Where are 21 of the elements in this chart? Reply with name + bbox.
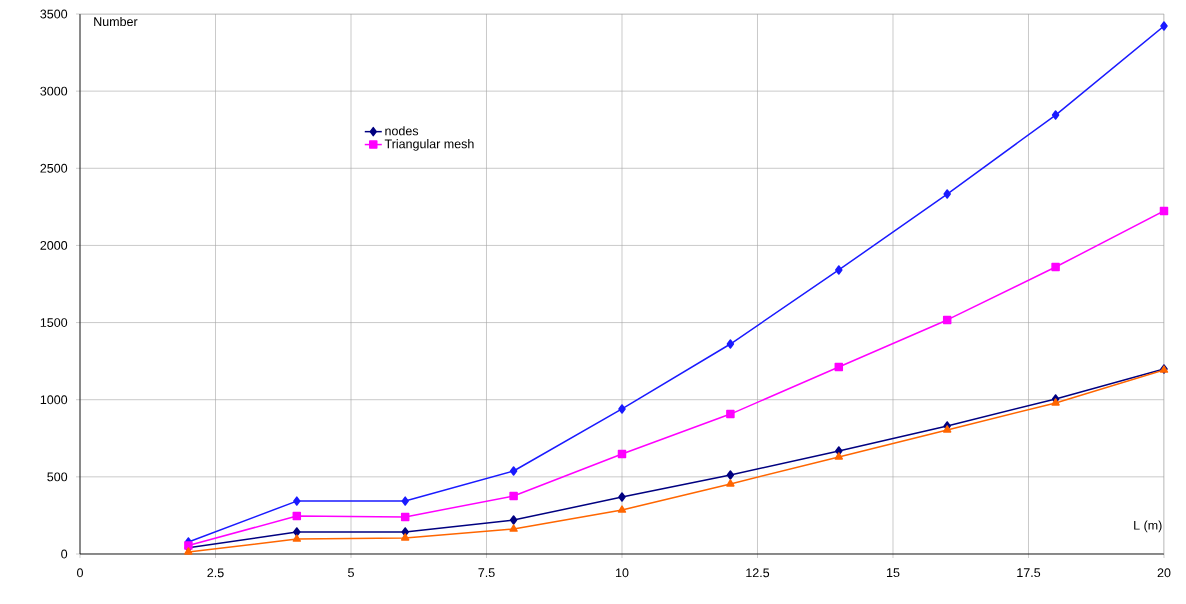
x-tick-label: 2.5 xyxy=(207,568,224,578)
x-tick-label: 0 xyxy=(77,568,83,578)
y-tick-label: 0 xyxy=(61,549,68,559)
y-tick-label: 2000 xyxy=(40,241,68,250)
x-tick-label: 10 xyxy=(616,568,629,578)
y-tick-label: 3000 xyxy=(40,86,68,96)
x-tick-label: 5 xyxy=(348,568,354,578)
y-tick-label: 1500 xyxy=(40,318,68,327)
x-tick-label: 17.5 xyxy=(1017,568,1041,578)
y-tick-label: 1000 xyxy=(40,395,68,405)
y-tick-label: 500 xyxy=(47,472,68,482)
x-tick-label: 12.5 xyxy=(746,568,770,578)
legend-label: nodes xyxy=(385,126,419,136)
y-tick-label: 3500 xyxy=(40,9,68,19)
x-tick-label: 20 xyxy=(1157,568,1171,578)
legend-label: Triangular mesh xyxy=(384,139,474,151)
y-axis-title: Number xyxy=(94,16,138,27)
x-tick-label: 7.5 xyxy=(478,568,495,578)
y-tick-label: 2500 xyxy=(40,163,68,173)
x-tick-label: 15 xyxy=(887,568,900,578)
x-axis-title: L (m) xyxy=(1134,520,1162,533)
